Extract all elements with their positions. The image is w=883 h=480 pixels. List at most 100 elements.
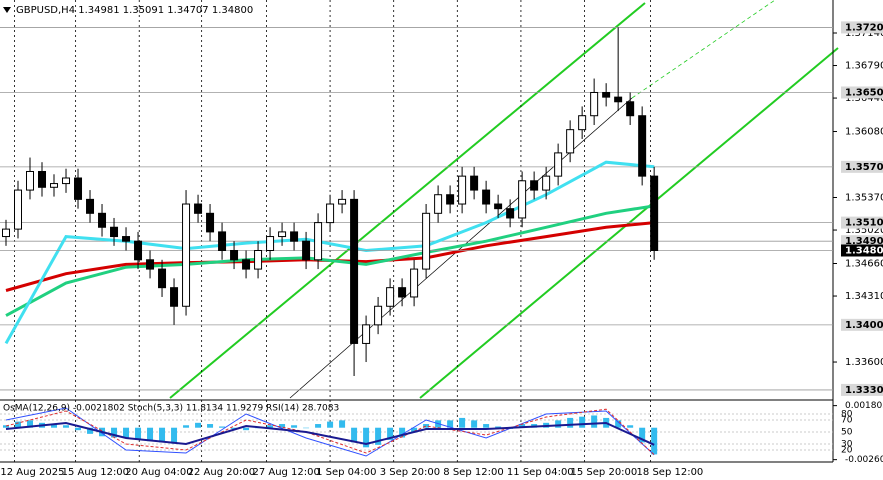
x-tick-label: 3 Sep 20:00 — [380, 467, 440, 478]
candle-body — [134, 240, 143, 261]
osma-bar — [459, 417, 466, 428]
level-tag — [841, 21, 883, 34]
menu-arrow[interactable] — [3, 7, 11, 13]
candle-body — [302, 240, 311, 261]
osma-bar — [111, 427, 118, 438]
level-tag — [841, 86, 883, 99]
candle-body — [170, 287, 179, 307]
candle-body — [566, 129, 575, 154]
level-tag — [841, 160, 883, 173]
osma-bar — [75, 427, 82, 431]
candle-body — [482, 189, 491, 205]
candle-body — [638, 115, 647, 177]
candle-body — [650, 175, 659, 251]
indicator-title: OsMA(12,26,9) -0.0021802 Stoch(5,3,3) 11… — [3, 404, 339, 414]
osma-bar — [279, 424, 286, 428]
osma-bar — [363, 427, 370, 448]
osma-bar — [483, 424, 490, 428]
candle-body — [14, 189, 23, 230]
candle-body — [374, 305, 383, 326]
candle-body — [602, 91, 611, 98]
candle-body — [206, 212, 215, 233]
level-label: 1.33300 — [845, 385, 883, 396]
x-tick-label: 15 Sep 20:00 — [571, 467, 638, 478]
osma-bar — [399, 427, 406, 438]
osc-tick-label: 20 — [841, 446, 853, 456]
candle-body — [626, 101, 635, 117]
osma-bar — [315, 424, 322, 428]
osma-bar — [219, 426, 226, 428]
candle-body — [506, 208, 515, 219]
y-tick-label: 1.33600 — [845, 357, 883, 368]
candle-body — [110, 226, 119, 238]
level-label: 1.34900 — [845, 236, 883, 247]
osma-bar — [267, 425, 274, 428]
candle-body — [230, 249, 239, 261]
candle-body — [470, 175, 479, 191]
osma-bar — [303, 427, 310, 429]
candle-body — [266, 236, 275, 251]
osma-bar — [387, 427, 394, 440]
channel-middle — [289, 97, 633, 399]
osma-bar — [15, 421, 22, 428]
candle-body — [314, 222, 323, 261]
osma-bar — [375, 427, 382, 445]
candle-body — [326, 203, 335, 224]
y-tick-label: 1.35020 — [845, 225, 883, 236]
oscillator-line — [5, 408, 655, 456]
x-tick-label: 27 Aug 12:00 — [252, 467, 319, 478]
osma-bar — [291, 425, 298, 428]
level-label: 1.37200 — [845, 22, 883, 33]
y-tick-label: 1.36790 — [845, 61, 883, 72]
osma-bar — [27, 420, 34, 428]
y-tick-label: 1.35370 — [845, 193, 883, 204]
candle-body — [386, 287, 395, 307]
osma-bar — [123, 427, 130, 438]
candle-body — [398, 287, 407, 298]
osma-bar — [135, 427, 142, 440]
level-label: 1.36500 — [845, 87, 883, 98]
candle-body — [2, 228, 11, 238]
x-tick-label: 12 Aug 2025 — [0, 467, 64, 478]
candle-body — [578, 115, 587, 131]
candle-body — [554, 152, 563, 177]
candle-body — [26, 170, 35, 191]
current-price-tag — [841, 244, 883, 257]
candle-body — [62, 177, 71, 185]
candle-body — [350, 198, 359, 344]
x-tick-label: 22 Aug 20:00 — [188, 467, 255, 478]
candle-body — [614, 96, 623, 103]
candle-body — [542, 175, 551, 191]
y-tick-label: 1.36080 — [845, 127, 883, 138]
candle-body — [218, 231, 227, 251]
level-label: 1.35100 — [845, 218, 883, 229]
level-tag — [841, 235, 883, 248]
osma-tick-label: 0.001803 — [845, 401, 883, 411]
osma-bar — [147, 427, 154, 442]
y-tick-label: 1.34660 — [845, 259, 883, 270]
x-tick-label: 20 Aug 04:00 — [125, 467, 192, 478]
candle-body — [278, 231, 287, 238]
candle-body — [458, 175, 467, 205]
x-tick-label: 1 Sep 04:00 — [316, 467, 376, 478]
moving-average — [4, 160, 655, 345]
osc-tick-label: 30 — [841, 440, 853, 450]
channel-upper — [169, 2, 646, 399]
osma-bar — [87, 427, 94, 434]
y-tick-label: 1.36440 — [845, 93, 883, 104]
level-tag — [841, 216, 883, 229]
osma-bar — [639, 427, 646, 443]
oscillator-line — [5, 421, 655, 446]
candle-body — [338, 198, 347, 205]
osma-bar — [591, 415, 598, 428]
y-tick-label: 1.34310 — [845, 291, 883, 302]
osma-bar — [3, 425, 10, 428]
osma-bar — [183, 425, 190, 428]
osma-bar — [423, 424, 430, 428]
candle-body — [242, 259, 251, 270]
level-label: 1.34000 — [845, 320, 883, 331]
osma-bar — [351, 427, 358, 443]
osma-bar — [627, 425, 634, 428]
osma-bar — [519, 424, 526, 428]
